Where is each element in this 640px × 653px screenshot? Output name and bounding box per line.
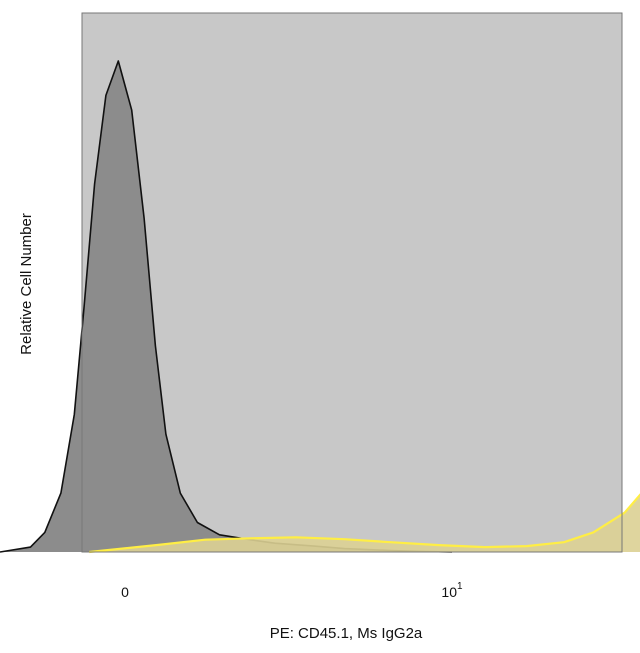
series-isotype-control-area (0, 61, 452, 552)
plot-frame (81, 12, 623, 553)
x-tick-label-1: 101 (441, 581, 463, 600)
series-layer (0, 60, 640, 554)
x-tick-label-0: 0 (121, 584, 129, 600)
x-axis-label: PE: CD45.1, Ms IgG2a (270, 625, 423, 642)
y-axis-label: Relative Cell Number (18, 213, 35, 355)
series-CD45.1-line (89, 493, 640, 554)
x-tick-labels: 0101102103 (121, 581, 463, 600)
